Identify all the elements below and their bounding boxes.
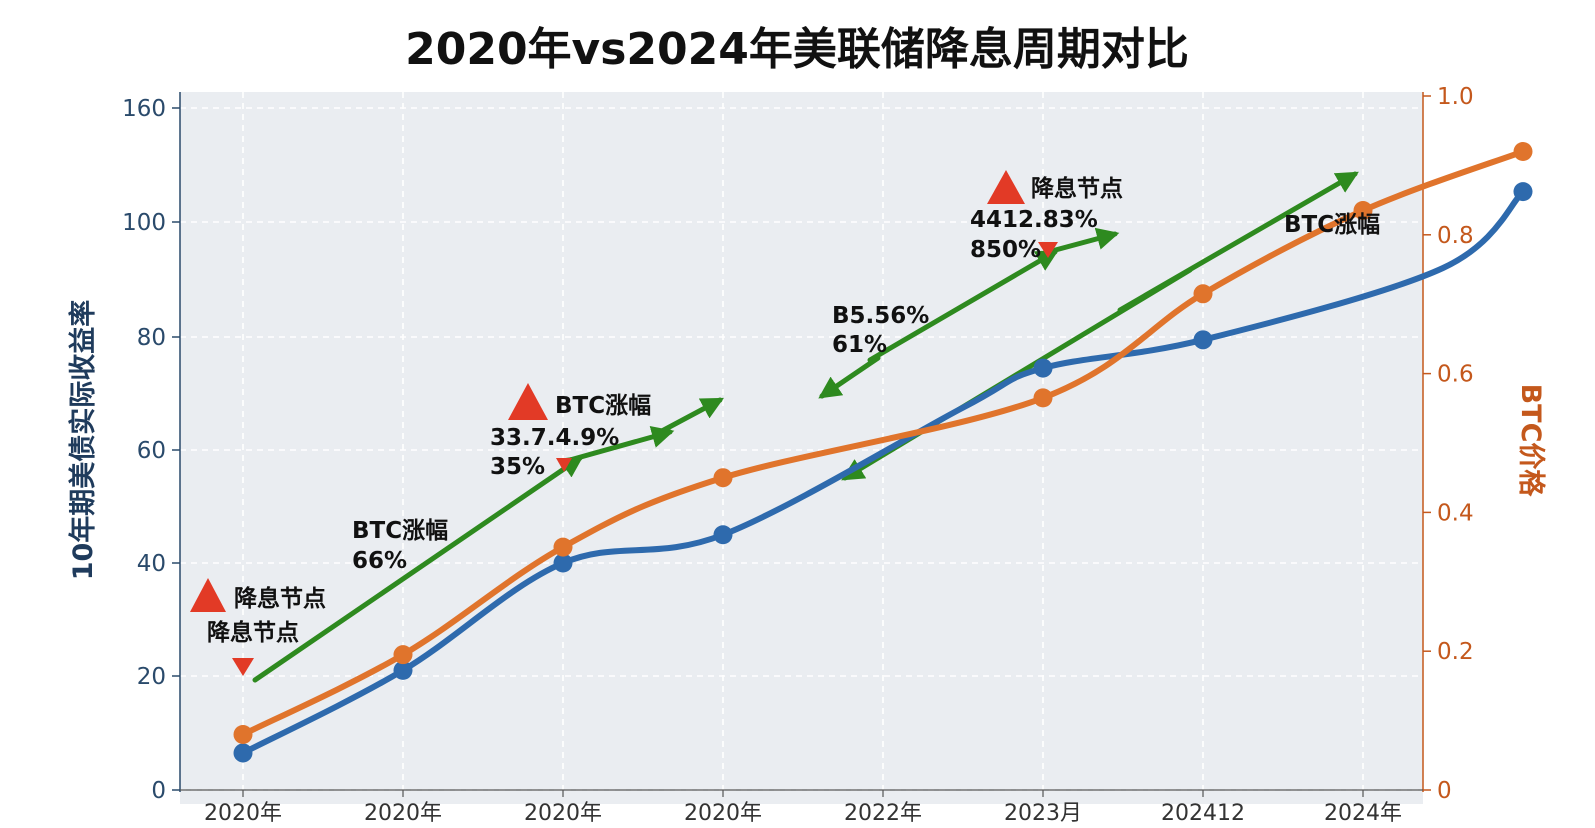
- btc-price-line: [240, 148, 1526, 738]
- x-tick-label: 2020年: [524, 801, 602, 826]
- btc-price-point: [1513, 142, 1533, 162]
- left-tick-label: 160: [122, 96, 166, 122]
- right-axis-label: BTC价格: [1515, 384, 1546, 498]
- right-tick-label: 0.2: [1437, 639, 1474, 665]
- rate-cut-down-marker: [1038, 242, 1058, 258]
- annotations: 降息节点 降息节点 BTC涨幅 66% BTC涨幅 33.7.4.9% 35% …: [207, 175, 1380, 646]
- left-tick-label: 0: [151, 778, 166, 804]
- treasury-yield-point: [713, 525, 733, 545]
- annotation-a5-line2: 4412.83%: [970, 207, 1098, 233]
- rate-cut-up-marker: [987, 170, 1025, 204]
- trend-arrow: [252, 455, 584, 683]
- plot-area: [180, 92, 1423, 804]
- annotation-a2-line2: 66%: [352, 548, 407, 574]
- left-tick-label: 100: [122, 210, 166, 236]
- x-tick-label: 2022年: [844, 801, 922, 826]
- left-axis-label: 10年期美债实际收益率: [67, 300, 99, 581]
- annotation-a3-line1: BTC涨幅: [555, 393, 651, 419]
- trend-arrow: [1045, 227, 1120, 255]
- btc-price-point: [1033, 388, 1053, 408]
- x-axis-ticks: 2020年 2020年 2020年 2020年 2022年 2023月 202412 2024…: [204, 790, 1402, 826]
- series-lines: [240, 148, 1526, 756]
- rate-cut-up-marker: [508, 383, 548, 420]
- left-tick-label: 40: [137, 551, 166, 577]
- btc-price-point: [393, 645, 413, 665]
- btc-price-point: [233, 724, 253, 744]
- btc-price-point: [1353, 201, 1373, 221]
- x-tick-label: 2020年: [204, 801, 282, 826]
- x-tick-label: 2020年: [684, 801, 762, 826]
- trend-arrow: [818, 355, 881, 399]
- treasury-yield-line: [240, 188, 1526, 756]
- btc-price-point: [553, 537, 573, 557]
- treasury-yield-point: [553, 553, 573, 573]
- annotation-a4-line1: B5.56%: [832, 303, 929, 329]
- treasury-yield-point: [393, 660, 413, 680]
- trend-arrow: [867, 249, 1059, 363]
- x-tick-label: 2020年: [364, 801, 442, 826]
- annotation-a3-line3: 35%: [490, 454, 545, 480]
- chart-title: 2020年vs2024年美联储降息周期对比: [405, 24, 1189, 75]
- annotation-a1-line2: 降息节点: [207, 619, 299, 646]
- treasury-yield-point: [1513, 182, 1533, 202]
- right-tick-label: 0.6: [1437, 362, 1474, 388]
- annotation-a2-line1: BTC涨幅: [352, 518, 448, 544]
- x-tick-label: 202412: [1161, 801, 1245, 826]
- series-points: [233, 142, 1533, 763]
- annotation-a4-line2: 61%: [832, 332, 887, 358]
- right-axis-ticks: 0 0.2 0.4 0.6 0.8 1.0: [1423, 84, 1474, 804]
- treasury-yield-point: [1033, 358, 1053, 378]
- btc-price-point: [713, 468, 733, 488]
- left-tick-label: 20: [137, 664, 166, 690]
- rate-cut-up-marker: [190, 578, 226, 612]
- rate-cut-down-marker: [556, 458, 572, 472]
- left-tick-label: 80: [137, 325, 166, 351]
- trend-arrow: [567, 426, 675, 463]
- annotation-a5-line1: 降息节点: [1031, 175, 1123, 202]
- treasury-yield-point: [1193, 330, 1213, 350]
- right-tick-label: 0: [1437, 778, 1452, 804]
- annotation-a1-line1: 降息节点: [234, 585, 326, 612]
- x-tick-label: 2024年: [1324, 801, 1402, 826]
- x-tick-label: 2023月: [1004, 801, 1082, 826]
- treasury-yield-point: [233, 743, 253, 763]
- rate-cut-down-marker: [232, 658, 254, 676]
- btc-price-point: [1193, 284, 1213, 304]
- trend-arrow: [1117, 171, 1359, 313]
- rate-cut-markers: [190, 170, 1058, 676]
- right-tick-label: 0.8: [1437, 223, 1474, 249]
- annotation-a3-line2: 33.7.4.9%: [490, 425, 619, 451]
- annotation-a6-line1: BTC涨幅: [1284, 212, 1380, 238]
- left-tick-label: 60: [137, 438, 166, 464]
- right-tick-label: 1.0: [1437, 84, 1474, 110]
- left-axis-ticks: 0 20 40 60 80 100 160: [122, 96, 180, 804]
- annotation-a5-line3: 850%: [970, 237, 1041, 263]
- right-tick-label: 0.4: [1437, 500, 1474, 526]
- trend-arrow: [657, 397, 724, 435]
